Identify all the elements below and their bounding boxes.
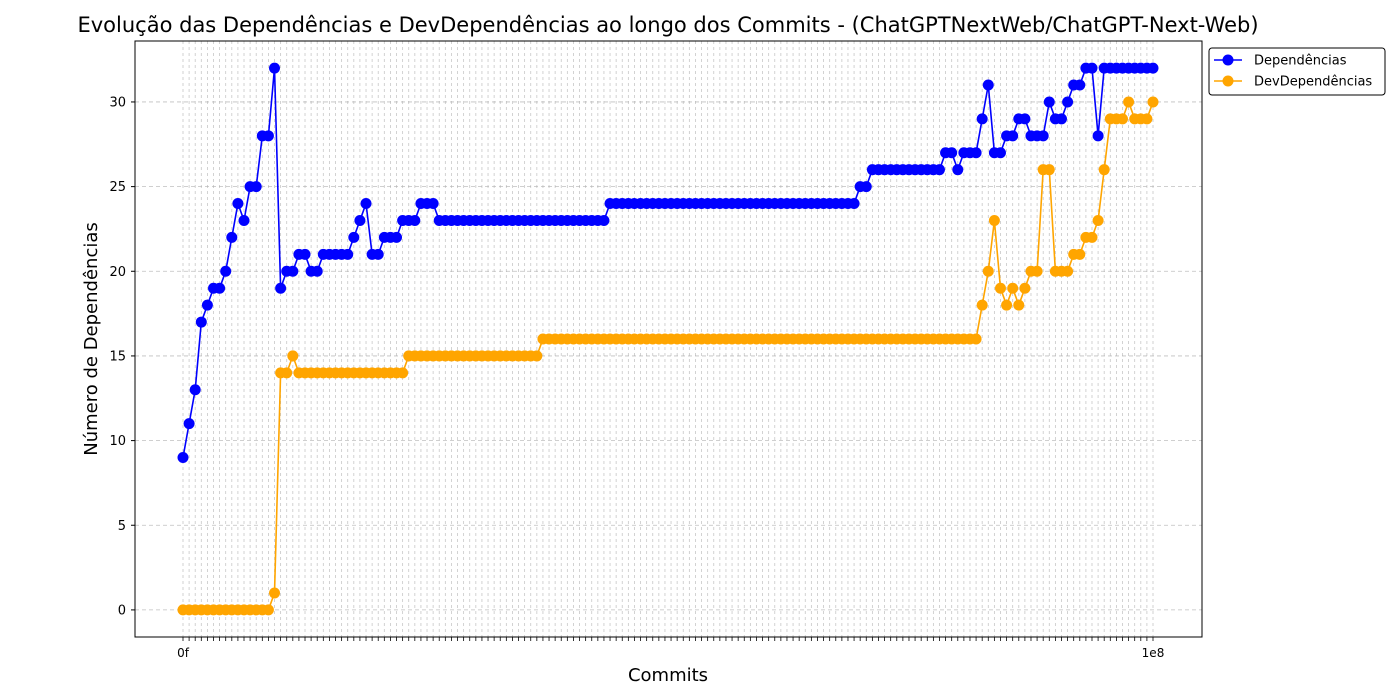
data-point: [342, 248, 354, 260]
data-point: [238, 214, 250, 226]
y-tick-label: 30: [109, 95, 126, 110]
data-point: [1007, 282, 1019, 294]
data-point: [1062, 96, 1074, 108]
legend-box: [1208, 47, 1386, 96]
series-layer: [177, 62, 1159, 616]
data-point: [220, 265, 232, 277]
data-point: [952, 164, 964, 176]
data-point: [1037, 130, 1049, 142]
x-axis-label: Commits: [628, 665, 708, 686]
data-point: [1007, 130, 1019, 142]
legend-label: DevDependências: [1254, 75, 1372, 90]
data-point: [189, 384, 201, 396]
data-point: [994, 282, 1006, 294]
data-point: [970, 147, 982, 159]
data-point: [427, 198, 439, 210]
data-point: [970, 333, 982, 345]
data-point: [262, 604, 274, 616]
data-point: [1141, 113, 1153, 125]
data-point: [275, 282, 287, 294]
series-line: [182, 67, 1153, 458]
data-point: [860, 181, 872, 193]
data-point: [287, 265, 299, 277]
data-point: [1092, 130, 1104, 142]
data-point: [988, 214, 1000, 226]
data-point: [409, 214, 421, 226]
data-point: [262, 130, 274, 142]
data-point: [195, 316, 207, 328]
data-point: [1098, 164, 1110, 176]
x-tick-label: 0f: [177, 646, 190, 660]
data-point: [1074, 248, 1086, 260]
data-point: [1001, 299, 1013, 311]
data-point: [1013, 299, 1025, 311]
data-point: [1043, 96, 1055, 108]
data-point: [397, 367, 409, 379]
data-point: [1019, 113, 1031, 125]
data-point: [1062, 265, 1074, 277]
legend-marker: [1222, 75, 1234, 87]
data-point: [354, 214, 366, 226]
data-point: [1147, 96, 1159, 108]
y-tick-label: 5: [118, 519, 126, 534]
legend-label: Dependências: [1254, 54, 1347, 69]
data-point: [1019, 282, 1031, 294]
data-point: [946, 147, 958, 159]
data-point: [976, 113, 988, 125]
data-point: [1043, 164, 1055, 176]
x-tick-label: 1e8: [1142, 646, 1165, 660]
data-point: [226, 231, 238, 243]
data-point: [1086, 231, 1098, 243]
data-point: [250, 181, 262, 193]
data-point: [1074, 79, 1086, 91]
y-tick-label: 10: [109, 434, 126, 449]
data-point: [372, 248, 384, 260]
data-point: [1055, 113, 1067, 125]
data-point: [848, 198, 860, 210]
data-point: [1116, 113, 1128, 125]
data-point: [311, 265, 323, 277]
data-point: [299, 248, 311, 260]
data-point: [976, 299, 988, 311]
data-point: [360, 198, 372, 210]
legend: Dependências DevDependências: [1208, 47, 1386, 96]
data-point: [269, 587, 281, 599]
data-point: [287, 350, 299, 362]
plot-frame: [134, 40, 1203, 638]
y-tick-label: 25: [109, 180, 126, 195]
data-point: [531, 350, 543, 362]
data-point: [391, 231, 403, 243]
data-point: [214, 282, 226, 294]
y-tick-label: 0: [118, 603, 126, 618]
data-point: [994, 147, 1006, 159]
data-point: [201, 299, 213, 311]
data-point: [982, 265, 994, 277]
data-point: [232, 198, 244, 210]
legend-marker: [1222, 54, 1234, 66]
data-point: [1092, 214, 1104, 226]
series-1: [177, 62, 1159, 464]
data-point: [281, 367, 293, 379]
data-point: [1147, 62, 1159, 74]
data-point: [269, 62, 281, 74]
data-point: [1123, 96, 1135, 108]
data-point: [982, 79, 994, 91]
data-point: [177, 452, 189, 464]
data-point: [1086, 62, 1098, 74]
y-axis-label: Número de Dependências: [81, 222, 102, 456]
y-tick-label: 20: [109, 265, 126, 280]
data-point: [933, 164, 945, 176]
axis-layer: 0 5 10 15 20 25 30 0f 1e8: [109, 95, 1164, 660]
data-point: [598, 214, 610, 226]
data-point: [348, 231, 360, 243]
series-2: [177, 96, 1159, 616]
y-tick-label: 15: [109, 349, 126, 364]
chart-title: Evolução das Dependências e DevDependênc…: [77, 13, 1258, 37]
data-point: [1031, 265, 1043, 277]
data-point: [183, 418, 195, 430]
